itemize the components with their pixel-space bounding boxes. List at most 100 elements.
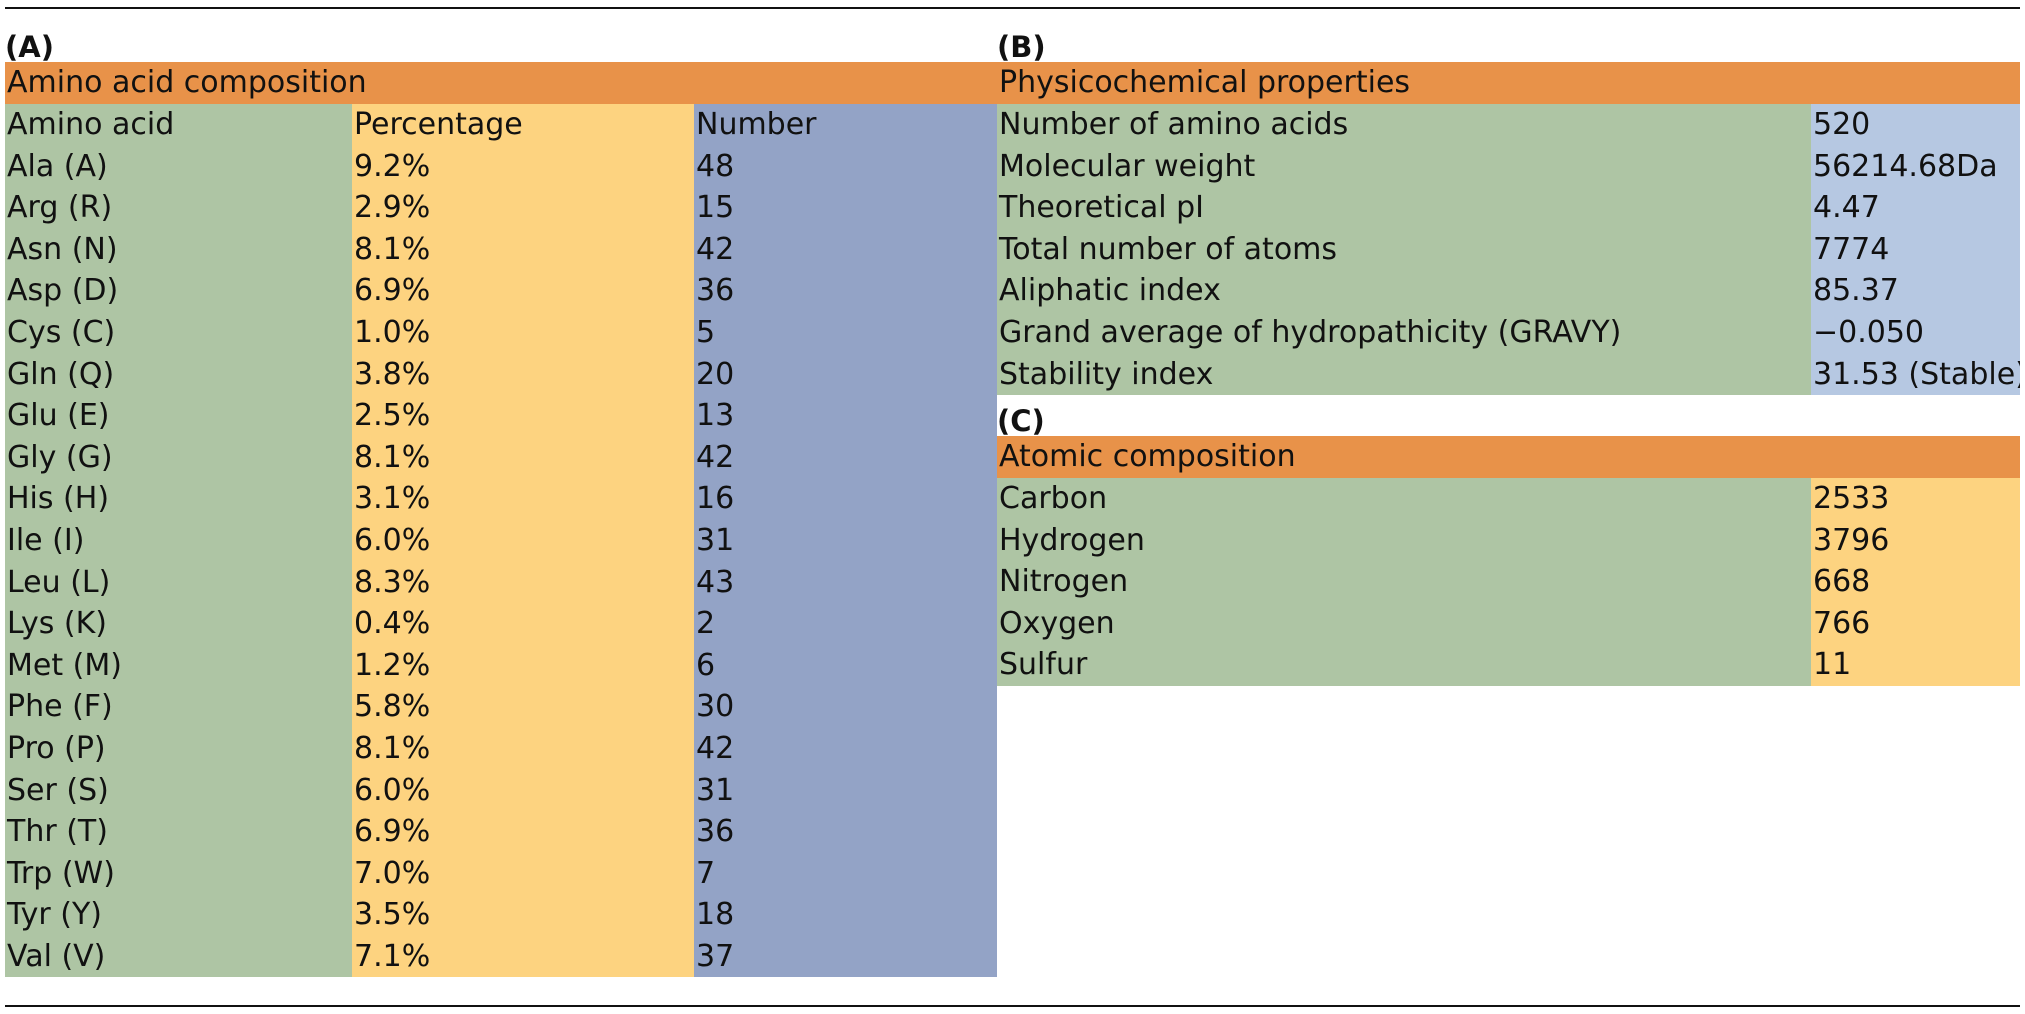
amino-acid-cell: Pro (P) bbox=[5, 727, 352, 770]
table-row: Nitrogen 668 bbox=[997, 561, 2020, 603]
property-label: Aliphatic index bbox=[997, 270, 1811, 312]
number-cell: 16 bbox=[694, 478, 997, 520]
amino-acid-cell: Val (V) bbox=[5, 935, 352, 978]
percentage-cell: 8.1% bbox=[352, 228, 694, 271]
table-row: Ser (S) 6.0% 31 bbox=[5, 769, 997, 812]
table-row: Pro (P) 8.1% 42 bbox=[5, 727, 997, 770]
property-value: −0.050 bbox=[1811, 311, 2020, 354]
number-cell: 42 bbox=[694, 436, 997, 479]
amino-acid-composition-panel: (A) Amino acid composition Amino acid Pe… bbox=[5, 30, 997, 978]
percentage-cell: 3.5% bbox=[352, 894, 694, 936]
percentage-cell: 1.0% bbox=[352, 311, 694, 354]
table-row: Stability index 31.53 (Stable) bbox=[997, 353, 2020, 396]
table-row: Met (M) 1.2% 6 bbox=[5, 644, 997, 687]
panel-b-label: (B) bbox=[997, 30, 1046, 64]
amino-acid-cell: Ile (I) bbox=[5, 519, 352, 562]
table-row: Phe (F) 5.8% 30 bbox=[5, 686, 997, 728]
number-cell: 20 bbox=[694, 353, 997, 396]
table-row: Leu (L) 8.3% 43 bbox=[5, 561, 997, 604]
column-header-percentage: Percentage bbox=[352, 104, 694, 146]
amino-acid-cell: Trp (W) bbox=[5, 852, 352, 895]
table-row: Cys (C) 1.0% 5 bbox=[5, 311, 997, 354]
property-value: 7774 bbox=[1811, 228, 2020, 271]
table-row: Molecular weight 56214.68Da bbox=[997, 145, 2020, 188]
column-header-amino-acid: Amino acid bbox=[5, 104, 352, 146]
property-value: 31.53 (Stable) bbox=[1811, 353, 2020, 396]
table-row: Hydrogen 3796 bbox=[997, 519, 2020, 562]
atom-label: Hydrogen bbox=[997, 519, 1811, 562]
top-rule bbox=[5, 7, 2020, 9]
table-row: Oxygen 766 bbox=[997, 602, 2020, 645]
atom-label: Carbon bbox=[997, 478, 1811, 520]
panel-a-label: (A) bbox=[5, 30, 54, 64]
amino-acid-cell: Ala (A) bbox=[5, 145, 352, 188]
table-header-row: Amino acid Percentage Number bbox=[5, 104, 997, 146]
number-cell: 36 bbox=[694, 270, 997, 312]
atom-count: 668 bbox=[1811, 561, 2020, 603]
table-row: Thr (T) 6.9% 36 bbox=[5, 811, 997, 853]
table-row: Carbon 2533 bbox=[997, 478, 2020, 520]
amino-acid-cell: Tyr (Y) bbox=[5, 894, 352, 936]
table-row: Val (V) 7.1% 37 bbox=[5, 935, 997, 978]
property-label: Molecular weight bbox=[997, 145, 1811, 188]
percentage-cell: 9.2% bbox=[352, 145, 694, 188]
table-row: Gln (Q) 3.8% 20 bbox=[5, 353, 997, 396]
number-cell: 13 bbox=[694, 395, 997, 437]
amino-acid-cell: Cys (C) bbox=[5, 311, 352, 354]
atom-label: Oxygen bbox=[997, 602, 1811, 645]
table-row: Arg (R) 2.9% 15 bbox=[5, 187, 997, 229]
atom-count: 11 bbox=[1811, 644, 2020, 686]
atom-label: Sulfur bbox=[997, 644, 1811, 686]
property-value: 520 bbox=[1811, 104, 2020, 146]
percentage-cell: 6.9% bbox=[352, 270, 694, 312]
number-cell: 36 bbox=[694, 811, 997, 853]
number-cell: 18 bbox=[694, 894, 997, 936]
percentage-cell: 3.1% bbox=[352, 478, 694, 520]
property-value: 4.47 bbox=[1811, 187, 2020, 229]
number-cell: 2 bbox=[694, 603, 997, 645]
percentage-cell: 6.0% bbox=[352, 769, 694, 812]
table-row: Trp (W) 7.0% 7 bbox=[5, 852, 997, 895]
property-label: Theoretical pI bbox=[997, 187, 1811, 229]
number-cell: 42 bbox=[694, 727, 997, 770]
amino-acid-cell: Asn (N) bbox=[5, 228, 352, 271]
number-cell: 7 bbox=[694, 852, 997, 895]
amino-acid-cell: Arg (R) bbox=[5, 187, 352, 229]
atom-count: 3796 bbox=[1811, 519, 2020, 562]
atom-count: 766 bbox=[1811, 602, 2020, 645]
number-cell: 48 bbox=[694, 145, 997, 188]
table-row: Lys (K) 0.4% 2 bbox=[5, 603, 997, 645]
amino-acid-cell: Thr (T) bbox=[5, 811, 352, 853]
table-row: Ala (A) 9.2% 48 bbox=[5, 145, 997, 188]
percentage-cell: 7.1% bbox=[352, 935, 694, 978]
atomic-composition-title: Atomic composition bbox=[997, 436, 2020, 478]
bottom-rule bbox=[5, 1005, 2020, 1007]
number-cell: 6 bbox=[694, 644, 997, 687]
property-rows: Number of amino acids 520 Molecular weight… bbox=[997, 104, 2020, 396]
percentage-cell: 1.2% bbox=[352, 644, 694, 687]
atom-label: Nitrogen bbox=[997, 561, 1811, 603]
percentage-cell: 8.1% bbox=[352, 727, 694, 770]
property-label: Total number of atoms bbox=[997, 228, 1811, 271]
percentage-cell: 2.5% bbox=[352, 395, 694, 437]
table-row: Total number of atoms 7774 bbox=[997, 228, 2020, 271]
atom-rows: Carbon 2533 Hydrogen 3796 Nitrogen 668 Oxygen 7… bbox=[997, 478, 2020, 686]
property-label: Grand average of hydropathicity (GRAVY) bbox=[997, 311, 1811, 354]
amino-acid-cell: Leu (L) bbox=[5, 561, 352, 604]
percentage-cell: 0.4% bbox=[352, 603, 694, 645]
atom-count: 2533 bbox=[1811, 478, 2020, 520]
physicochemical-properties-panel: (B) Physicochemical properties Number of… bbox=[997, 30, 2020, 396]
property-label: Stability index bbox=[997, 353, 1811, 396]
amino-acid-composition-title: Amino acid composition bbox=[5, 62, 997, 104]
property-label: Number of amino acids bbox=[997, 104, 1811, 146]
amino-acid-rows: Ala (A) 9.2% 48 Arg (R) 2.9% 15 Asn (N) 8.1% 42 A… bbox=[5, 145, 997, 978]
panel-c-label: (C) bbox=[997, 404, 1045, 438]
percentage-cell: 8.1% bbox=[352, 436, 694, 479]
number-cell: 37 bbox=[694, 935, 997, 978]
amino-acid-cell: Asp (D) bbox=[5, 270, 352, 312]
table-row: Glu (E) 2.5% 13 bbox=[5, 395, 997, 437]
table-row: His (H) 3.1% 16 bbox=[5, 478, 997, 520]
percentage-cell: 6.0% bbox=[352, 519, 694, 562]
amino-acid-cell: Gln (Q) bbox=[5, 353, 352, 396]
amino-acid-cell: Lys (K) bbox=[5, 603, 352, 645]
